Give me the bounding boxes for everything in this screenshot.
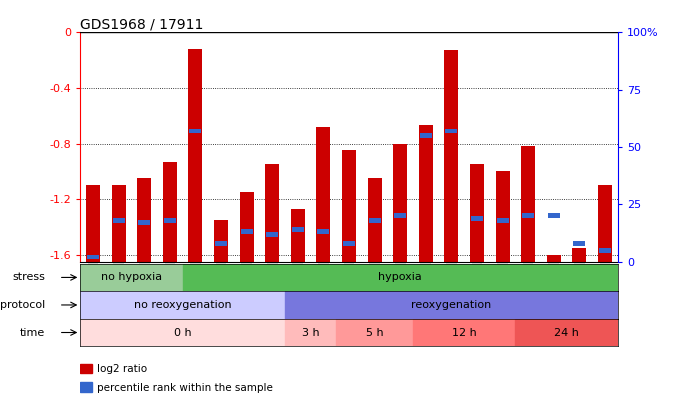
Text: no hypoxia: no hypoxia — [101, 273, 162, 282]
Bar — [470, 164, 484, 262]
Text: 0 h: 0 h — [174, 328, 191, 337]
Bar — [86, 185, 100, 262]
Bar — [572, 248, 586, 262]
Bar — [342, 151, 356, 262]
Bar — [189, 128, 202, 133]
Bar — [445, 128, 457, 133]
Text: 3 h: 3 h — [302, 328, 320, 337]
Text: GDS1968 / 17911: GDS1968 / 17911 — [80, 17, 204, 31]
Bar — [285, 319, 336, 346]
Bar — [266, 232, 279, 237]
Text: 12 h: 12 h — [452, 328, 477, 337]
Bar — [239, 192, 253, 262]
Bar — [80, 319, 285, 346]
Bar — [241, 229, 253, 234]
Bar — [80, 291, 285, 319]
Text: 24 h: 24 h — [554, 328, 579, 337]
Text: reoxygenation: reoxygenation — [411, 300, 491, 310]
Text: percentile rank within the sample: percentile rank within the sample — [98, 383, 274, 392]
Bar — [419, 126, 433, 262]
Bar — [183, 264, 618, 291]
Bar — [80, 382, 92, 392]
Bar — [515, 319, 618, 346]
Bar — [163, 162, 177, 262]
Bar — [548, 213, 560, 218]
Bar — [496, 218, 509, 223]
Bar — [285, 291, 618, 319]
Bar — [291, 209, 305, 262]
Bar — [445, 51, 459, 262]
Bar — [138, 178, 151, 262]
Bar — [419, 133, 432, 138]
Bar — [80, 364, 92, 373]
Bar — [393, 143, 407, 262]
Bar — [138, 220, 150, 225]
Bar — [112, 185, 126, 262]
Bar — [316, 127, 330, 262]
Bar — [87, 255, 99, 260]
Bar — [318, 229, 329, 234]
Bar — [343, 241, 355, 246]
Bar — [522, 213, 534, 218]
Text: stress: stress — [13, 273, 45, 282]
Bar — [573, 241, 586, 246]
Text: log2 ratio: log2 ratio — [98, 364, 147, 374]
Bar — [413, 319, 515, 346]
Bar — [292, 227, 304, 232]
Bar — [471, 215, 483, 220]
Text: hypoxia: hypoxia — [378, 273, 422, 282]
Bar — [369, 218, 380, 223]
Bar — [265, 164, 279, 262]
Bar — [598, 185, 612, 262]
Bar — [80, 264, 183, 291]
Bar — [394, 213, 406, 218]
Bar — [214, 220, 228, 262]
Bar — [336, 319, 413, 346]
Bar — [215, 241, 227, 246]
Text: 5 h: 5 h — [366, 328, 383, 337]
Bar — [112, 218, 125, 223]
Text: protocol: protocol — [0, 300, 45, 310]
Bar — [496, 171, 510, 262]
Bar — [547, 255, 560, 262]
Bar — [368, 178, 382, 262]
Bar — [599, 248, 611, 253]
Bar — [164, 218, 176, 223]
Text: time: time — [20, 328, 45, 337]
Text: no reoxygenation: no reoxygenation — [134, 300, 232, 310]
Bar — [188, 49, 202, 262]
Bar — [521, 146, 535, 262]
